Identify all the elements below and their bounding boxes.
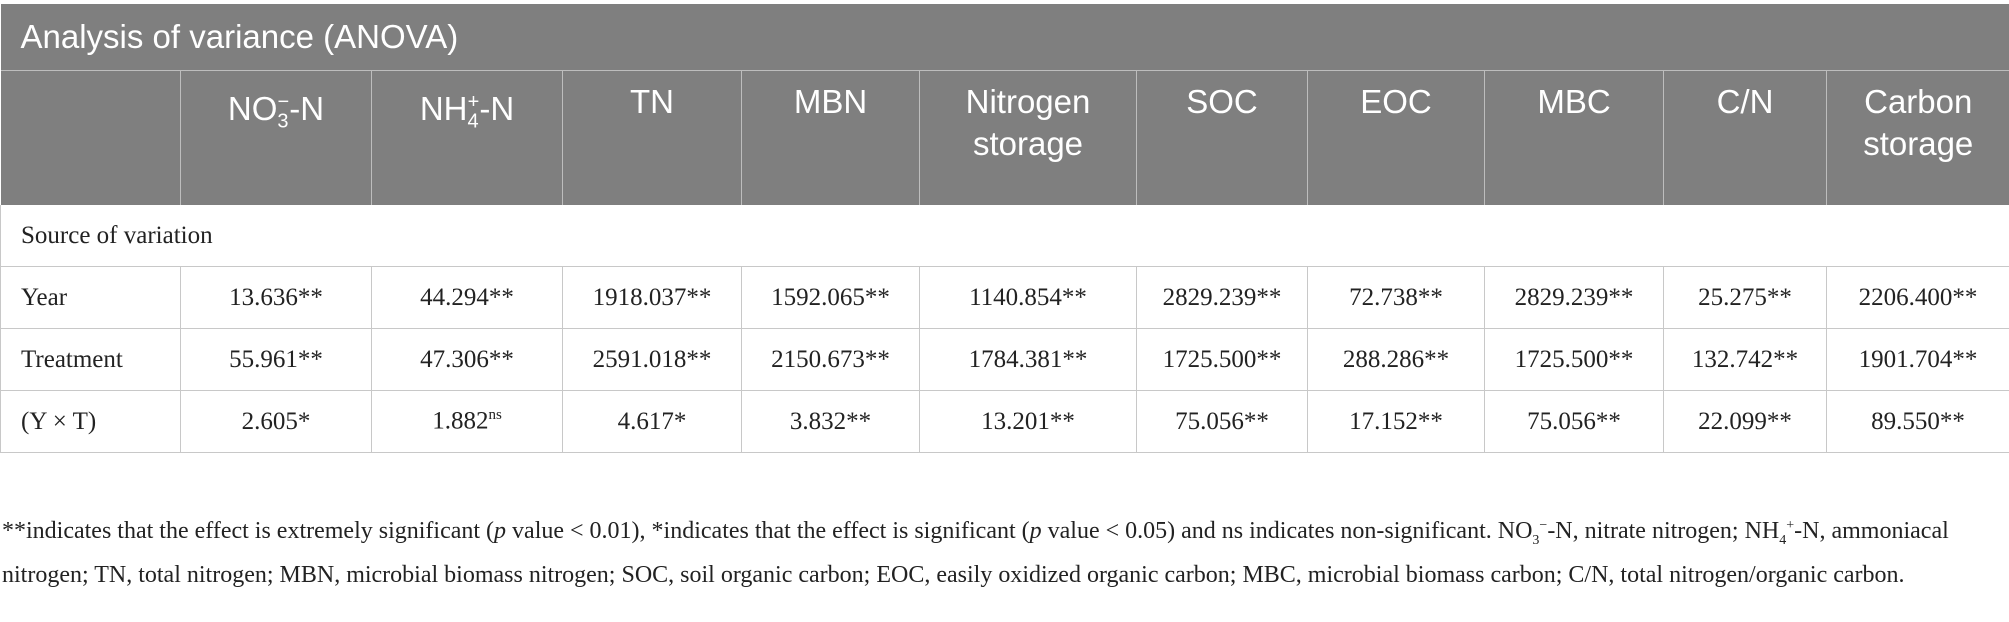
footnote-italic: p [494, 518, 507, 544]
table-cell: 2591.018** [562, 328, 742, 391]
row-label: (Y × T) [0, 390, 181, 453]
footnote-text: value < 0.05) and ns indicates non-signi… [1041, 518, 1533, 544]
column-header-empty [0, 70, 181, 205]
footnote-superscript: − [1539, 518, 1548, 533]
table-title-row: Analysis of variance (ANOVA) [0, 4, 2009, 71]
table-cell: 13.201** [919, 390, 1137, 453]
table-cell: 1725.500** [1136, 328, 1308, 391]
column-header: C/N [1663, 70, 1827, 205]
table-cell: 1.882ns [371, 390, 563, 453]
table-cell: 75.056** [1136, 390, 1308, 453]
footnote-italic: p [1029, 518, 1042, 544]
table-header-row: NO3−-N NH4+-N TN MBN Nitrogen storage SOC EOC M… [0, 70, 2009, 205]
table-cell: 132.742** [1663, 328, 1827, 391]
table-cell: 1918.037** [562, 266, 742, 329]
footnote-subscript: 3 [1532, 532, 1540, 548]
footnote-superscript: + [1786, 518, 1795, 533]
table-cell: 89.550** [1826, 390, 2009, 453]
row-label: Year [0, 266, 181, 329]
footnote-text: **indicates that the effect is extremely… [2, 518, 495, 544]
column-header: MBC [1484, 70, 1664, 205]
table-row: Year 13.636** 44.294** 1918.037** 1592.065**… [0, 266, 2009, 329]
table-cell: 2.605* [180, 390, 372, 453]
table-cell: 72.738** [1307, 266, 1485, 329]
column-header: TN [562, 70, 742, 205]
table-cell: 55.961** [180, 328, 372, 391]
section-row: Source of variation [0, 205, 2009, 267]
table-footnote: **indicates that the effect is extremely… [2, 508, 1992, 593]
table-cell: 22.099** [1663, 390, 1827, 453]
table-cell: 4.617* [562, 390, 742, 453]
table-cell: 1784.381** [919, 328, 1137, 391]
row-label: Treatment [0, 328, 181, 391]
footnote-text: -N, nitrate nitrogen; NH [1547, 518, 1780, 544]
table-cell: 2150.673** [741, 328, 920, 391]
table-cell: 1140.854** [919, 266, 1137, 329]
footnote-text: value < 0.01), *indicates that the effec… [506, 518, 1030, 544]
footnote-subscript: 4 [1779, 532, 1787, 548]
footnote-text: -N, ammoniacal nitrogen; TN, total nitro… [2, 518, 1949, 588]
column-header: NH4+-N [371, 70, 563, 205]
table-title: Analysis of variance (ANOVA) [0, 4, 2009, 71]
column-header: Nitrogen storage [919, 70, 1137, 205]
table-cell: 47.306** [371, 328, 563, 391]
column-header: MBN [741, 70, 920, 205]
table-cell: 44.294** [371, 266, 563, 329]
table-cell: 75.056** [1484, 390, 1664, 453]
column-header: NO3−-N [180, 70, 372, 205]
table-cell: 3.832** [741, 390, 920, 453]
table-cell: 13.636** [180, 266, 372, 329]
anova-table-container: Analysis of variance (ANOVA) NO3−-N NH4+-… [0, 4, 2009, 453]
table-row: Treatment 55.961** 47.306** 2591.018** 2150.… [0, 328, 2009, 391]
anova-table: Analysis of variance (ANOVA) NO3−-N NH4+-… [0, 4, 2009, 453]
column-header: Carbon storage [1826, 70, 2009, 205]
table-cell: 17.152** [1307, 390, 1485, 453]
table-cell: 2829.239** [1136, 266, 1308, 329]
table-cell: 2206.400** [1826, 266, 2009, 329]
table-cell: 1901.704** [1826, 328, 2009, 391]
table-cell: 288.286** [1307, 328, 1485, 391]
table-row: (Y × T) 2.605* 1.882ns 4.617* 3.832** 13.201*… [0, 390, 2009, 453]
table-cell: 1592.065** [741, 266, 920, 329]
column-header: EOC [1307, 70, 1485, 205]
table-cell: 1725.500** [1484, 328, 1664, 391]
table-cell: 25.275** [1663, 266, 1827, 329]
table-cell: 2829.239** [1484, 266, 1664, 329]
section-label: Source of variation [0, 205, 2009, 267]
table-body: Source of variation Year 13.636** 44.294**… [0, 205, 2009, 453]
column-header: SOC [1136, 70, 1308, 205]
